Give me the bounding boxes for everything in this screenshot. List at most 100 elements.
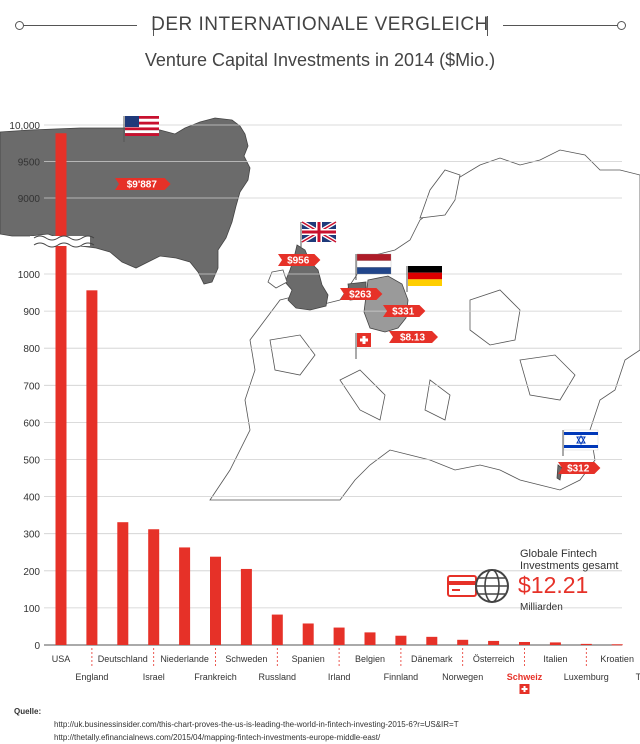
source-link-2[interactable]: http://thetally.efinancialnews.com/2015/… — [54, 733, 381, 742]
globe-icon — [475, 569, 509, 603]
value-tag-label: $8.13 — [400, 333, 425, 344]
bar-england — [86, 290, 98, 645]
value-tag-shape — [340, 288, 383, 300]
y-tick-label: 200 — [23, 567, 40, 578]
israel-flag-icon — [562, 429, 599, 456]
value-tag-label: $331 — [392, 307, 415, 318]
x-tick-label: Türkei — [636, 672, 640, 682]
x-tick-label: Dänemark — [411, 654, 453, 664]
y-tick-label: 400 — [23, 493, 40, 504]
fintech-label: Globale Fintech Investments gesamt — [520, 548, 619, 572]
x-tick-label: USA — [52, 654, 71, 664]
swiss-cross-icon-part — [521, 688, 528, 690]
value-tag-label: $956 — [287, 256, 310, 267]
bar-kroatien — [611, 644, 623, 646]
value-tag-label: $9'887 — [127, 180, 158, 191]
value-tag-shape — [389, 331, 438, 343]
netherlands-flag-icon — [355, 253, 392, 280]
fintech-value: $12.21 — [518, 572, 589, 598]
x-tick-label: Niederlande — [160, 654, 209, 664]
flag-stripe — [564, 432, 598, 435]
x-tick-label: Luxemburg — [564, 672, 609, 682]
axis-break-line — [33, 242, 95, 248]
value-tag: $956 — [278, 254, 321, 267]
axis-break-line — [33, 235, 95, 241]
y-tick-label: 9000 — [18, 194, 41, 205]
chart-subtitle: Venture Capital Investments in 2014 ($Mi… — [144, 50, 496, 70]
x-tick-label: Norwegen — [442, 672, 483, 682]
sources: Quelle: http://uk.businessinsider.com/thi… — [14, 705, 459, 744]
europe-map — [209, 149, 640, 501]
bar-deutschland — [117, 522, 129, 645]
flag-stripe — [125, 127, 159, 131]
bar-frankreich — [210, 556, 221, 645]
flag-cross — [360, 338, 368, 342]
bar-chart: 0 100 200 300 400 500 600 700 800 900 1000 9000 9500… — [0, 116, 640, 694]
x-tick-label: Finnland — [384, 672, 419, 682]
value-tag-shape — [558, 462, 601, 474]
x-tick-label: England — [75, 672, 108, 682]
y-tick-label: 0 — [34, 641, 40, 652]
chart-bars — [30, 133, 623, 646]
value-tag: $9'887 — [115, 178, 171, 191]
bar-norwegen — [457, 639, 469, 645]
y-axis-ticks: 0 100 200 300 400 500 600 700 800 900 1000 9000 9500… — [9, 121, 40, 652]
germany-flag-icon — [406, 266, 442, 292]
flag-stripe — [125, 130, 159, 134]
x-tick-label: Schweiz — [507, 672, 543, 682]
x-tick-label: Schweden — [225, 654, 267, 664]
flag-stripe — [125, 118, 159, 122]
germany-shape — [363, 275, 409, 333]
x-tick-label: Kroatien — [600, 654, 634, 664]
flag-cross-red — [317, 222, 321, 242]
y-tick-label: 800 — [23, 344, 40, 355]
flag-stripe — [125, 121, 159, 125]
y-tick-label: 10,000 — [9, 121, 40, 132]
source-link-1[interactable]: http://uk.businessinsider.com/this-chart… — [54, 720, 459, 729]
value-tag: $263 — [340, 288, 383, 301]
x-tick-label: Österreich — [473, 654, 515, 664]
bar-irland — [333, 627, 345, 645]
axis-break-gap — [30, 236, 90, 246]
credit-card-icon — [447, 575, 477, 597]
bar-italien — [549, 642, 561, 645]
bar-schweden — [240, 568, 252, 645]
value-tag-shape — [278, 254, 321, 266]
flag-stripe — [408, 272, 442, 280]
value-tag-label: $263 — [349, 290, 372, 301]
uk-flag-icon — [300, 220, 338, 248]
x-tick-label: Irland — [328, 672, 351, 682]
bar-niederlande — [179, 547, 191, 645]
value-tag-label: $312 — [567, 464, 590, 475]
y-tick-label: 100 — [23, 604, 40, 615]
flag-stripe — [125, 133, 159, 136]
y-tick-label: 500 — [23, 456, 40, 467]
bar-spanien — [302, 623, 314, 645]
bar-israel — [148, 529, 160, 645]
bar-finnland — [395, 635, 407, 645]
axis-break — [30, 235, 95, 248]
x-tick-label: Italien — [543, 654, 567, 664]
x-tick-label: Belgien — [355, 654, 385, 664]
flag-stripe — [408, 279, 442, 286]
y-tick-label: 300 — [23, 530, 40, 541]
bar-schweiz — [519, 641, 530, 645]
x-axis-labels: USA England Deutschland Israel Niederlande Fr… — [52, 648, 640, 694]
page-title: DER INTERNATIONALE VERGLEICH — [151, 14, 489, 35]
value-tag-shape — [115, 178, 171, 190]
flag-stripe — [125, 116, 159, 119]
y-tick-label: 900 — [23, 307, 40, 318]
y-tick-label: 700 — [23, 381, 40, 392]
x-tick-label: Frankreich — [194, 672, 237, 682]
flag-stripe — [408, 266, 442, 273]
flag-stripe — [125, 124, 159, 128]
bar-belgien — [364, 632, 376, 645]
map-markers: $9'887 $956 $263 $331 $8.13 $312 — [115, 116, 601, 475]
value-tag: $8.13 — [389, 331, 438, 344]
x-tick-label: Spanien — [292, 654, 325, 664]
flag-stripe — [356, 267, 392, 275]
switzerland-flag-icon — [355, 333, 371, 359]
x-tick-label: Deutschland — [98, 654, 148, 664]
flag-stripe — [356, 260, 392, 268]
bar-dänemark — [426, 636, 438, 645]
